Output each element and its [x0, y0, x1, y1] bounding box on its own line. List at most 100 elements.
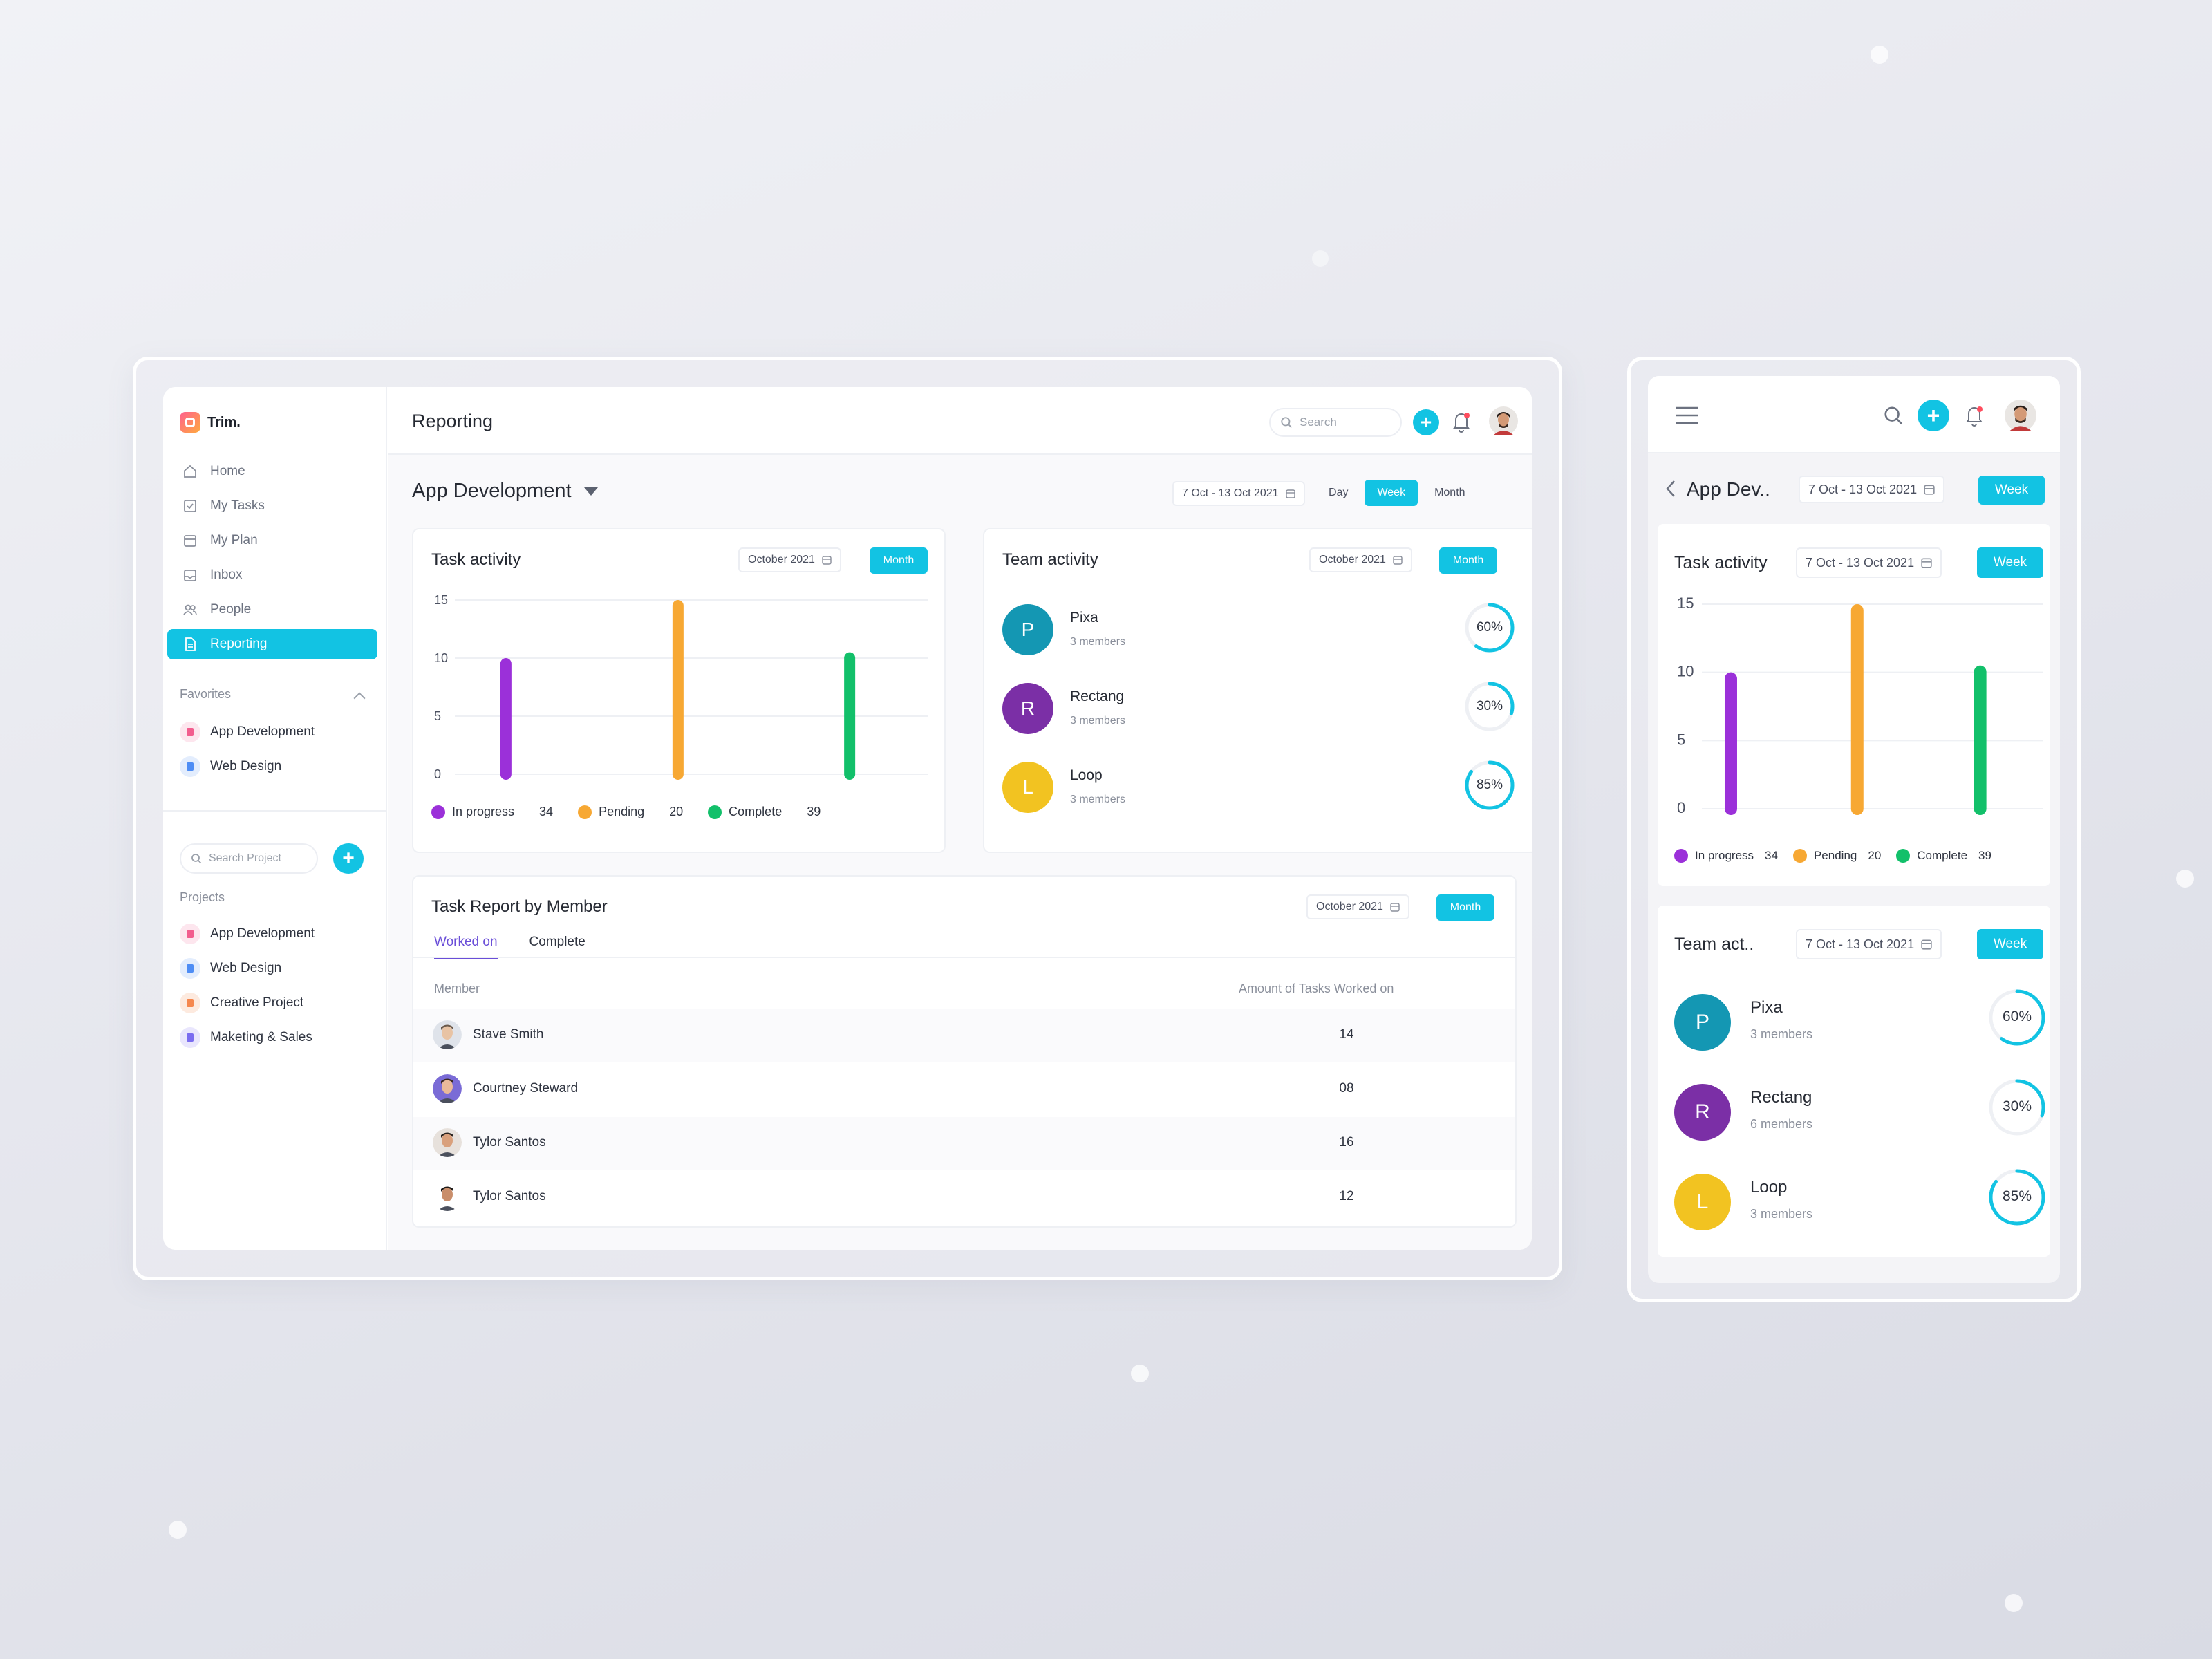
mobile-task-activity-date-picker[interactable]: 7 Oct - 13 Oct 2021: [1796, 547, 1942, 578]
member-name: Tylor Santos: [473, 1135, 546, 1150]
table-row[interactable]: Tylor Santos 12: [413, 1171, 1515, 1224]
sidebar-item-label: My Tasks: [210, 498, 265, 513]
add-button[interactable]: +: [1413, 409, 1439, 435]
progress-label: 85%: [1476, 777, 1503, 792]
legend-item: Complete: [708, 805, 782, 819]
project-item[interactable]: Web Design: [180, 951, 373, 986]
sidebar-item-home[interactable]: Home: [167, 456, 377, 487]
team-row-loop[interactable]: L Loop 3 members 85%: [1002, 759, 1515, 817]
topbar: Reporting Search +: [388, 387, 1532, 455]
logo[interactable]: Trim.: [180, 412, 241, 433]
legend-label: In progress: [1695, 849, 1754, 862]
team-name: Rectang: [1070, 688, 1125, 704]
date-range-picker[interactable]: 7 Oct - 13 Oct 2021: [1172, 481, 1305, 506]
project-item[interactable]: Maketing & Sales: [180, 1020, 373, 1055]
legend-swatch: [708, 805, 722, 819]
mobile-date-range-picker[interactable]: 7 Oct - 13 Oct 2021: [1799, 476, 1945, 503]
project-item[interactable]: App Development: [180, 715, 373, 749]
mobile-topbar: +: [1648, 376, 2060, 453]
team-members: 3 members: [1070, 794, 1126, 805]
team-row-rectang[interactable]: R Rectang 3 members 30%: [1002, 680, 1515, 738]
add-project-button[interactable]: +: [333, 843, 364, 874]
project-label: Creative Project: [210, 995, 304, 1010]
team-members: 6 members: [1750, 1117, 1813, 1131]
task-report-month-button[interactable]: Month: [1436, 894, 1494, 921]
tab-complete[interactable]: Complete: [529, 935, 585, 949]
tab-worked-on[interactable]: Worked on: [434, 935, 498, 959]
team-activity-date-picker[interactable]: October 2021: [1309, 547, 1412, 572]
calendar-icon: [1924, 485, 1935, 495]
sidebar-item-inbox[interactable]: Inbox: [167, 560, 377, 590]
team-avatar: R: [1002, 683, 1053, 734]
team-name: Pixa: [1750, 998, 1783, 1017]
period-tab-month[interactable]: Month: [1434, 487, 1465, 498]
menu-icon[interactable]: [1676, 406, 1699, 424]
mobile-task-activity-date: 7 Oct - 13 Oct 2021: [1806, 555, 1915, 570]
sidebar-item-people[interactable]: People: [167, 594, 377, 625]
mobile-team-activity-week-button[interactable]: Week: [1977, 929, 2043, 959]
legend-item: In progress: [1674, 849, 1754, 863]
progress-arc: [1465, 603, 1515, 653]
team-row-pixa[interactable]: P Pixa 3 members 60%: [1002, 601, 1515, 659]
mobile-add-button[interactable]: +: [1918, 400, 1949, 431]
project-item[interactable]: Web Design: [180, 749, 373, 784]
legend-label: Pending: [599, 805, 645, 818]
mobile-chart-legend: In progress 34 Pending 20 Complete 39: [1674, 849, 2007, 863]
table-row[interactable]: Tylor Santos 16: [413, 1117, 1515, 1170]
search-project-input[interactable]: Search Project: [180, 843, 318, 874]
team-avatar: P: [1674, 994, 1731, 1051]
user-avatar[interactable]: [2005, 400, 2036, 431]
task-activity-date-picker[interactable]: October 2021: [738, 547, 841, 572]
task-report-date-picker[interactable]: October 2021: [1306, 894, 1409, 919]
period-tab-day[interactable]: Day: [1329, 487, 1349, 498]
sidebar-item-my-tasks[interactable]: My Tasks: [167, 491, 377, 521]
sidebar-item-my-plan[interactable]: My Plan: [167, 525, 377, 556]
search-input[interactable]: Search: [1269, 408, 1402, 437]
calendar-icon: [182, 533, 198, 548]
calendar-icon: [1285, 489, 1295, 498]
task-activity-month-button[interactable]: Month: [870, 547, 928, 574]
team-row-rectang[interactable]: R Rectang 6 members 30%: [1674, 1079, 2046, 1141]
team-row-loop[interactable]: L Loop 3 members 85%: [1674, 1169, 2046, 1230]
mobile-task-activity-card: Task activity 7 Oct - 13 Oct 2021 Week 0…: [1658, 524, 2050, 886]
chevron-up-icon[interactable]: [353, 692, 366, 704]
legend-label: In progress: [452, 805, 515, 818]
chart-legend: In progress 34 Pending 20 Complete 39: [431, 805, 845, 819]
sidebar-item-reporting[interactable]: Reporting: [167, 629, 377, 659]
mobile-task-activity-chart: 0 5 10 15: [1677, 594, 2043, 816]
bell-icon[interactable]: [1450, 409, 1472, 434]
progress-ring: [1465, 603, 1515, 653]
project-icon: [180, 993, 200, 1013]
legend-label: Complete: [1917, 849, 1968, 862]
progress-ring: [1989, 1079, 2045, 1136]
progress-ring: [1465, 760, 1515, 810]
calendar-icon: [1921, 558, 1932, 568]
project-item[interactable]: Creative Project: [180, 986, 373, 1020]
progress-arc: [1989, 1169, 2045, 1226]
period-tab-week[interactable]: Week: [1365, 480, 1418, 506]
mobile-week-button[interactable]: Week: [1978, 476, 2045, 505]
mobile-task-activity-week-button[interactable]: Week: [1977, 547, 2043, 578]
mobile-project-title[interactable]: App Dev..: [1687, 478, 1770, 500]
bell-icon[interactable]: [1963, 402, 1985, 429]
y-tick-label: 15: [1677, 594, 1694, 612]
search-icon[interactable]: [1883, 405, 1904, 426]
team-activity-month-button[interactable]: Month: [1439, 547, 1497, 574]
background-dot: [169, 1521, 187, 1539]
page-title: Reporting: [412, 411, 494, 431]
table-row[interactable]: Stave Smith 14: [413, 1009, 1515, 1062]
chevron-left-icon[interactable]: [1665, 480, 1677, 498]
project-title[interactable]: App Development: [412, 480, 598, 503]
project-item[interactable]: App Development: [180, 917, 373, 951]
legend-swatch: [1674, 849, 1688, 863]
mobile-team-activity-date-picker[interactable]: 7 Oct - 13 Oct 2021: [1796, 929, 1942, 959]
y-tick-label: 10: [434, 651, 448, 665]
progress-label: 30%: [1476, 698, 1503, 713]
project-label: App Development: [210, 926, 315, 941]
team-row-pixa[interactable]: P Pixa 3 members 60%: [1674, 989, 2046, 1051]
table-row[interactable]: Courtney Steward 08: [413, 1063, 1515, 1116]
progress-label: 60%: [2002, 1009, 2032, 1025]
user-avatar[interactable]: [1489, 406, 1518, 435]
progress-label: 60%: [1476, 619, 1503, 635]
project-icon: [180, 722, 200, 742]
